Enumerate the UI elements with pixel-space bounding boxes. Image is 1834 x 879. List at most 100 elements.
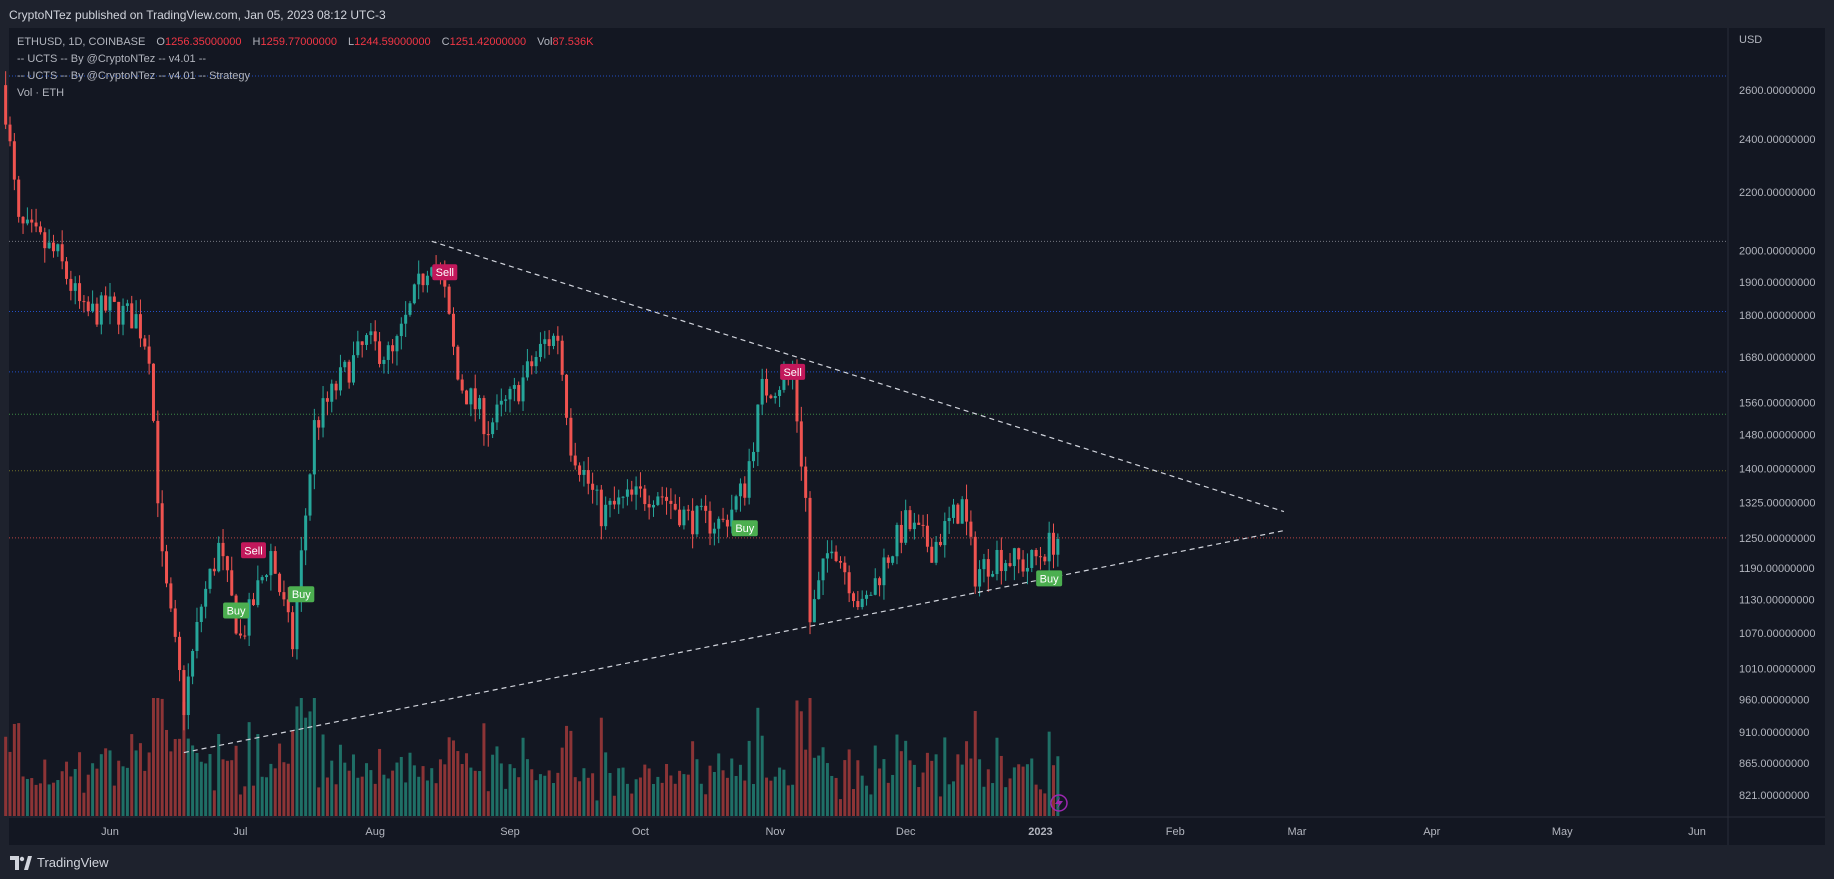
volume-bar [382, 774, 386, 816]
candle [934, 536, 938, 566]
ohlc-row: ETHUSD, 1D, COINBASE O1256.35000000 H125… [17, 36, 594, 48]
volume-bar [695, 759, 699, 816]
volume-bar [225, 760, 229, 816]
volume-bar [982, 786, 986, 816]
volume-bar [765, 777, 769, 816]
volume-bar [473, 770, 477, 816]
volume-bar [1030, 758, 1034, 816]
candle [269, 543, 273, 591]
volume-bar [952, 781, 956, 816]
volume-bar [491, 754, 495, 816]
candle [686, 504, 690, 521]
candle [460, 374, 464, 394]
currency-label[interactable]: USD [1739, 34, 1763, 46]
symbol-label[interactable]: ETHUSD, 1D, COINBASE [17, 36, 146, 48]
price-tick-3: 2000.00000000 [1739, 245, 1815, 257]
volume-bar [138, 743, 142, 816]
volume-bar [956, 754, 960, 816]
volume-bar [891, 774, 895, 816]
volume-bar [373, 783, 377, 816]
volume-bar [895, 734, 899, 816]
candle [34, 208, 38, 233]
candle [51, 234, 55, 258]
candle [908, 505, 912, 532]
candle [238, 619, 242, 639]
volume-bar [651, 783, 655, 816]
horizontal-levels [9, 75, 1727, 539]
candle [708, 501, 712, 546]
candle [399, 317, 403, 350]
candle [156, 410, 160, 518]
indicator-ucts[interactable]: -- UCTS -- By @CryptoNTez -- v4.01 -- [17, 53, 207, 65]
candle [1012, 547, 1016, 581]
volume-bar [860, 775, 864, 816]
candle [1047, 521, 1051, 572]
volume-bar [443, 764, 447, 816]
volume-bar [286, 763, 290, 816]
volume-bar [99, 754, 103, 816]
candle [660, 486, 664, 505]
candle [321, 386, 325, 438]
volume-bar [1052, 765, 1056, 816]
sell-signal-0[interactable]: Sell [240, 542, 266, 559]
candle [504, 395, 508, 412]
buy-signal-4[interactable]: Buy [731, 520, 758, 537]
candle [312, 408, 316, 490]
volume-bar [904, 740, 908, 816]
indicator-ucts-strategy[interactable]: -- UCTS -- By @CryptoNTez -- v4.01 -- St… [17, 70, 251, 82]
volume-bar [51, 782, 55, 816]
buy-signal-6[interactable]: Buy [1036, 570, 1063, 587]
candle [425, 270, 429, 293]
time-tick-12: Jun [1688, 826, 1706, 838]
candle [447, 284, 451, 315]
candle [956, 503, 960, 525]
buy-signal-2[interactable]: Buy [288, 586, 315, 603]
volume-bar [478, 771, 482, 816]
volume-bar [251, 785, 255, 816]
volume-bar [221, 759, 225, 816]
candle [821, 558, 825, 596]
sell-signal-5[interactable]: Sell [780, 363, 806, 380]
volume-bar [769, 780, 773, 816]
volume-bar [747, 740, 751, 816]
volume-bar [299, 698, 303, 816]
volume-bar [178, 738, 182, 816]
candle [952, 498, 956, 524]
volume-bar [260, 776, 264, 816]
volume-bar [799, 711, 803, 816]
volume-bar [495, 746, 499, 816]
volume-bar [838, 799, 842, 816]
buy-signal-1[interactable]: Buy [223, 602, 250, 619]
volume-bar [465, 753, 469, 816]
volume-bar [256, 734, 260, 816]
volume-bar [8, 751, 12, 816]
time-tick-4: Oct [632, 826, 649, 838]
sell-signal-3[interactable]: Sell [432, 264, 458, 281]
volume-bar [543, 775, 547, 816]
svg-text:Buy: Buy [735, 523, 754, 535]
volume-bar [425, 780, 429, 816]
lightning-icon[interactable] [1050, 794, 1068, 812]
volume-bar [360, 776, 364, 816]
volume-bar [1025, 764, 1029, 816]
indicator-volume[interactable]: Vol · ETH [17, 87, 65, 99]
volume-bar [886, 782, 890, 816]
candle [165, 544, 169, 588]
volume-bar [851, 789, 855, 816]
volume-bar [351, 754, 355, 816]
tradingview-logo[interactable]: TradingView [10, 855, 109, 870]
volume-bar [230, 760, 234, 816]
candle [621, 496, 625, 509]
candle [682, 506, 686, 530]
volume-bar [847, 749, 851, 816]
volume-bar [91, 763, 95, 816]
volume-bar [173, 739, 177, 816]
volume-bar [634, 779, 638, 816]
volume-bar [986, 769, 990, 816]
volume-bar [469, 767, 473, 816]
candle [1017, 547, 1021, 574]
candle [91, 290, 95, 313]
svg-text:Sell: Sell [244, 545, 262, 557]
volume-bar [1047, 731, 1051, 816]
